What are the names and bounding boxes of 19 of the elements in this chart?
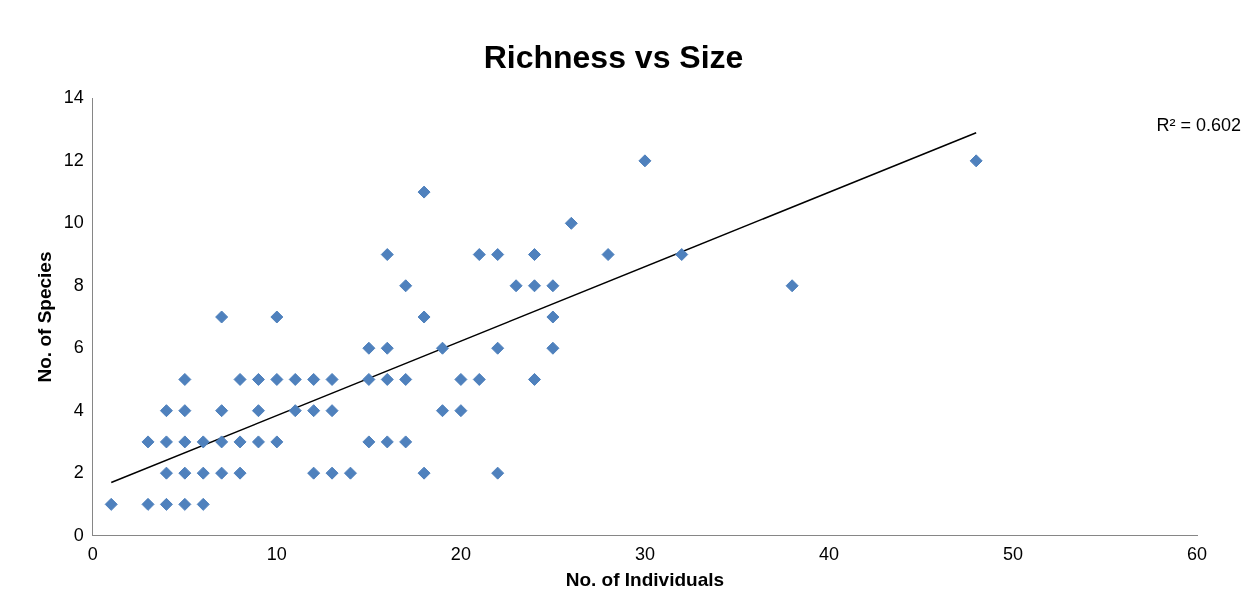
x-tick-label: 50: [1002, 544, 1023, 565]
x-tick-label: 40: [818, 544, 839, 565]
y-tick-label: 0: [73, 524, 84, 545]
y-tick-label: 4: [73, 399, 84, 420]
y-tick-label: 2: [73, 462, 84, 483]
y-tick-label: 8: [73, 274, 84, 295]
y-axis-title: No. of Species: [33, 251, 55, 383]
y-tick-label: 6: [73, 337, 84, 358]
x-tick-label: 60: [1186, 544, 1208, 565]
y-tick-label: 10: [63, 212, 84, 233]
chart-title: Richness vs Size: [483, 39, 744, 76]
x-tick-label: 0: [87, 544, 98, 565]
x-tick-label: 10: [266, 544, 287, 565]
y-tick-label: 14: [63, 87, 84, 108]
x-axis-title: No. of Individuals: [565, 568, 725, 590]
x-tick-label: 20: [450, 544, 471, 565]
x-tick-label: 30: [634, 544, 655, 565]
y-tick-label: 12: [63, 149, 84, 170]
annotation: R² = 0.602: [1156, 115, 1241, 136]
